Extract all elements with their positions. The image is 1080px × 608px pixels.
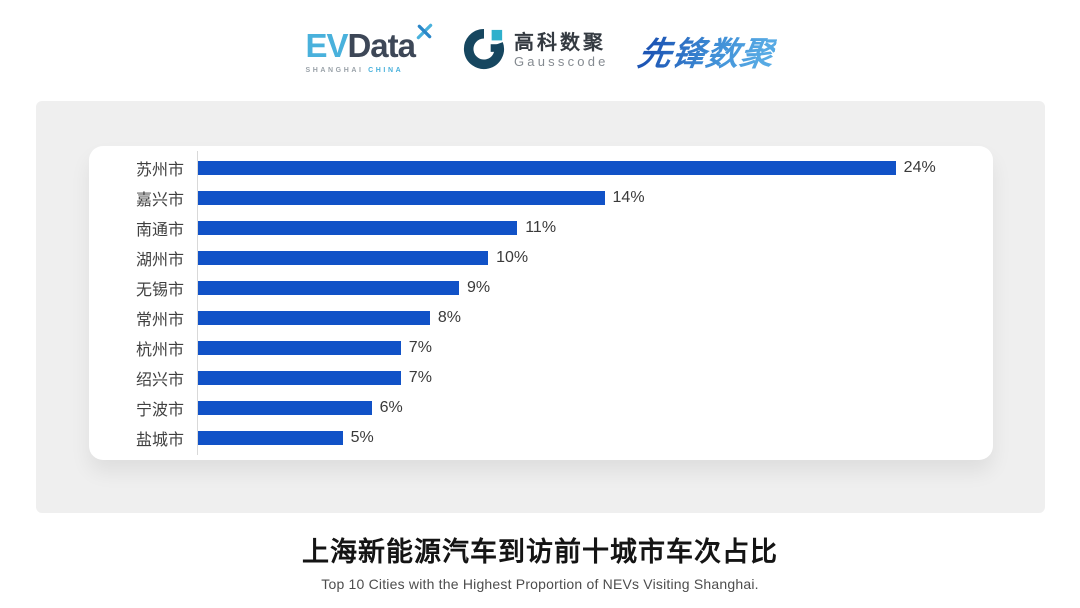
bar [197, 161, 896, 175]
bar-track: 7% [197, 339, 993, 357]
category-label: 盐城市 [135, 432, 184, 449]
gausscode-wordmark: 高科数聚 Gausscode [514, 32, 609, 70]
bar-track: 6% [197, 399, 993, 417]
value-label: 6% [379, 399, 403, 416]
gausscode-en-text: Gausscode [514, 54, 609, 70]
chart-row: 宁波市 6% [89, 393, 993, 423]
evdata-tagline: SHANGHAI CHINA [305, 67, 403, 74]
chart-rows: 苏州市 24% 嘉兴市 14% 南通市 11% 湖州市 10% 无锡市 9% 常州市 8% 杭州市 7% 绍… [89, 153, 993, 453]
logo-header: EV Data SHANGHAI CHINA 高科数聚 Gausscode [0, 16, 1080, 86]
chart-row: 绍兴市 7% [89, 363, 993, 393]
value-label: 10% [496, 249, 529, 266]
chart-row: 杭州市 7% [89, 333, 993, 363]
bar-track: 8% [197, 309, 993, 327]
chart-row: 湖州市 10% [89, 243, 993, 273]
chart-row: 常州市 8% [89, 303, 993, 333]
chart-row: 盐城市 5% [89, 423, 993, 453]
bar-track: 5% [197, 429, 993, 447]
category-label: 常州市 [135, 312, 184, 329]
chart-caption: 上海新能源汽车到访前十城市车次占比 Top 10 Cities with the… [0, 530, 1080, 592]
chart-card: 苏州市 24% 嘉兴市 14% 南通市 11% 湖州市 10% 无锡市 9% 常州市 8% 杭州市 7% 绍… [89, 146, 993, 460]
bar-track: 7% [197, 369, 993, 387]
category-label: 无锡市 [135, 282, 184, 299]
evdata-ev-text: EV [305, 26, 348, 64]
bar [197, 311, 430, 325]
gausscode-g-icon [463, 28, 505, 75]
category-label: 湖州市 [135, 252, 184, 269]
chart-row: 嘉兴市 14% [89, 183, 993, 213]
bar [197, 251, 489, 265]
category-label: 南通市 [135, 222, 184, 239]
chart-row: 南通市 11% [89, 213, 993, 243]
bar [197, 431, 343, 445]
bar [197, 191, 605, 205]
category-label: 杭州市 [135, 342, 184, 359]
value-label: 14% [612, 189, 645, 206]
bar-track: 24% [197, 159, 993, 177]
bar [197, 341, 401, 355]
chart-title: 上海新能源汽车到访前十城市车次占比 [302, 537, 778, 567]
chart-panel: 苏州市 24% 嘉兴市 14% 南通市 11% 湖州市 10% 无锡市 9% 常州市 8% 杭州市 7% 绍… [36, 101, 1045, 513]
category-label: 苏州市 [135, 162, 184, 179]
category-label: 绍兴市 [135, 372, 184, 389]
bar-chart: 苏州市 24% 嘉兴市 14% 南通市 11% 湖州市 10% 无锡市 9% 常州市 8% 杭州市 7% 绍… [89, 146, 993, 460]
bar [197, 371, 401, 385]
gausscode-cn-text: 高科数聚 [514, 32, 606, 55]
gausscode-logo: 高科数聚 Gausscode [463, 28, 609, 75]
value-label: 7% [408, 339, 432, 356]
bar [197, 221, 518, 235]
chart-row: 无锡市 9% [89, 273, 993, 303]
evdata-tagline-china: CHINA [368, 66, 404, 74]
value-label: 8% [437, 309, 462, 326]
chart-subtitle: Top 10 Cities with the Highest Proportio… [321, 576, 759, 592]
bar [197, 401, 372, 415]
bar-track: 9% [197, 279, 993, 297]
evdata-tagline-shanghai: SHANGHAI [305, 66, 364, 74]
evdata-wordmark: EV Data [305, 23, 433, 64]
chart-row: 苏州市 24% [89, 153, 993, 183]
bar-track: 14% [197, 189, 993, 207]
evdata-data-text: Data [347, 26, 416, 64]
value-label: 7% [408, 369, 432, 386]
evdata-x-icon [416, 23, 433, 44]
value-label: 5% [350, 429, 374, 446]
evdata-logo: EV Data SHANGHAI CHINA [305, 23, 433, 74]
category-label: 嘉兴市 [135, 192, 184, 209]
pioneer-logo: 先锋数聚 [634, 27, 778, 75]
bar [197, 281, 459, 295]
value-label: 9% [466, 279, 491, 296]
value-label: 11% [525, 219, 557, 236]
value-label: 24% [903, 159, 936, 176]
bar-track: 11% [197, 219, 993, 237]
bar-track: 10% [197, 249, 993, 267]
y-axis-line [197, 151, 198, 455]
category-label: 宁波市 [135, 402, 184, 419]
